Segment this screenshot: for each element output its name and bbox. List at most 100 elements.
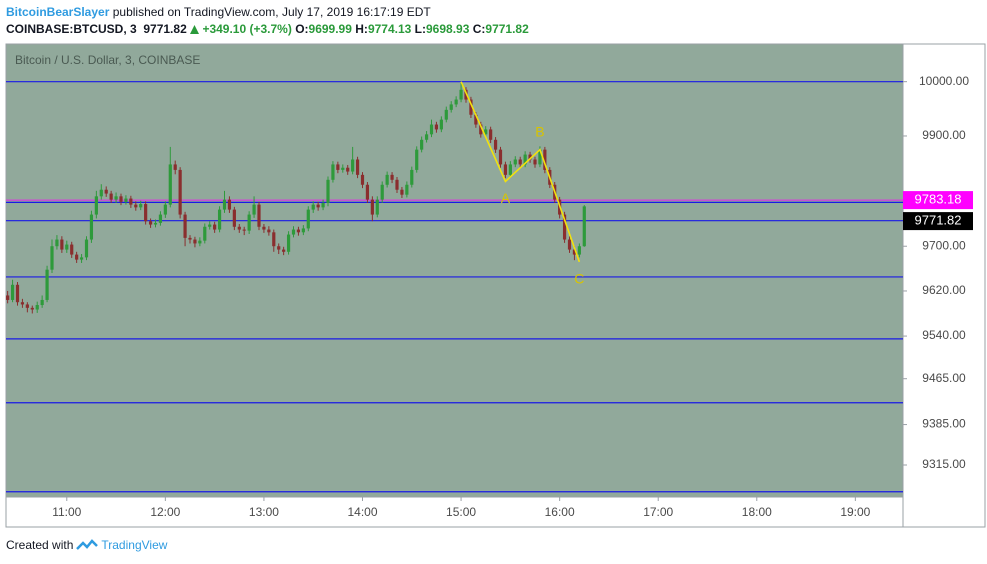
marker-price-box xyxy=(903,191,973,210)
chart-title: Bitcoin / U.S. Dollar, 3, COINBASE xyxy=(15,53,200,67)
candle-body xyxy=(498,149,503,165)
x-tick-label: 14:00 xyxy=(347,505,377,519)
candle-body xyxy=(40,299,44,306)
candle-body xyxy=(104,189,108,194)
candle-body xyxy=(158,214,163,223)
ohlc-value: 9771.82 xyxy=(485,22,529,36)
candle-body xyxy=(469,99,473,115)
candle-body xyxy=(6,295,10,300)
candle-body xyxy=(341,167,345,170)
candle-body xyxy=(508,164,512,175)
candle-body xyxy=(183,214,187,238)
candle-body xyxy=(55,239,59,247)
ohlc-value: 9698.93 xyxy=(426,22,470,36)
candle-body xyxy=(35,305,39,310)
author[interactable]: BitcoinBearSlayer xyxy=(6,5,110,19)
plot-area xyxy=(6,44,903,497)
candle-body xyxy=(65,244,69,250)
candle-body xyxy=(439,119,443,130)
x-tick-label: 16:00 xyxy=(545,505,575,519)
candle-body xyxy=(139,204,143,208)
candle-body xyxy=(311,204,315,210)
candle-body xyxy=(493,139,498,150)
x-tick-label: 11:00 xyxy=(52,505,81,519)
candle-body xyxy=(365,184,370,200)
candle-body xyxy=(203,226,207,241)
ohlc-label: O: xyxy=(295,22,309,36)
candle-body xyxy=(331,164,335,180)
candle-body xyxy=(99,189,103,197)
pattern-label: C xyxy=(574,271,584,287)
x-tick-label: 17:00 xyxy=(643,505,673,519)
candle-body xyxy=(119,196,123,202)
candle-body xyxy=(296,229,301,233)
candle-body xyxy=(518,159,522,165)
candle-body xyxy=(351,159,355,172)
brand[interactable]: TradingView xyxy=(101,538,168,552)
candle-body xyxy=(375,199,379,215)
candle-body xyxy=(173,164,177,170)
publish-line: BitcoinBearSlayer published on TradingVi… xyxy=(6,5,431,19)
candle-body xyxy=(217,209,222,230)
candle-body xyxy=(262,226,266,230)
candle-body xyxy=(272,232,276,247)
change: +349.10 (+3.7%) xyxy=(202,22,292,36)
y-tick-label: 9620.00 xyxy=(922,283,966,297)
ohlc-label: C: xyxy=(472,22,486,36)
x-tick-label: 12:00 xyxy=(150,505,180,519)
pattern-label: A xyxy=(501,190,511,206)
candle-body xyxy=(84,239,89,258)
y-tick-label: 9540.00 xyxy=(922,328,966,342)
candle-body xyxy=(198,240,202,244)
candle-body xyxy=(70,244,74,255)
candle-body xyxy=(538,149,542,165)
candle-body xyxy=(572,249,577,255)
candle-body xyxy=(153,222,158,225)
candle-body xyxy=(168,164,172,205)
candle-body xyxy=(562,214,567,240)
created-with: Created with xyxy=(6,538,74,552)
candle-body xyxy=(60,239,64,250)
candle-body xyxy=(543,149,547,170)
candle-body xyxy=(479,124,483,135)
candle-body xyxy=(355,159,360,175)
candle-body xyxy=(474,114,478,125)
candle-body xyxy=(252,204,256,215)
candle-body xyxy=(459,89,463,100)
candle-body xyxy=(25,304,29,308)
candle-body xyxy=(395,179,399,190)
footer: Created with TradingView xyxy=(6,538,167,552)
candle-body xyxy=(114,196,118,200)
candle-body xyxy=(79,257,84,260)
candle-body xyxy=(213,224,217,230)
candle-body xyxy=(503,164,508,175)
candle-body xyxy=(444,109,448,120)
last-price-label: 9771.82 xyxy=(915,213,962,228)
up-arrow xyxy=(190,25,200,34)
candle-body xyxy=(346,167,350,172)
candle-body xyxy=(291,229,296,235)
ohlc-label: H: xyxy=(355,22,368,36)
candle-body xyxy=(277,246,281,250)
candle-body xyxy=(163,204,167,215)
ohlc-value: 9699.99 xyxy=(308,22,352,36)
candle-body xyxy=(513,159,517,165)
time-axis xyxy=(5,496,904,528)
last-price: 9771.82 xyxy=(143,22,187,36)
candle-body xyxy=(360,174,365,185)
candle-body xyxy=(582,206,586,247)
plot xyxy=(6,81,903,493)
chart: Bitcoin / U.S. Dollar, 3, COINBASE 10000… xyxy=(5,43,986,528)
y-tick-label: 10000.00 xyxy=(919,74,969,88)
candle-body xyxy=(424,134,429,140)
candle-body xyxy=(129,198,133,205)
ohlc-value: 9774.13 xyxy=(367,22,412,36)
candle-body xyxy=(321,202,325,208)
x-tick-label: 13:00 xyxy=(249,505,279,519)
symbol: COINBASE:BTCUSD, 3 xyxy=(6,22,137,36)
y-tick-label: 9385.00 xyxy=(922,417,966,431)
candle-body xyxy=(301,228,305,233)
candle-body xyxy=(247,214,251,231)
candle-body xyxy=(227,199,232,210)
